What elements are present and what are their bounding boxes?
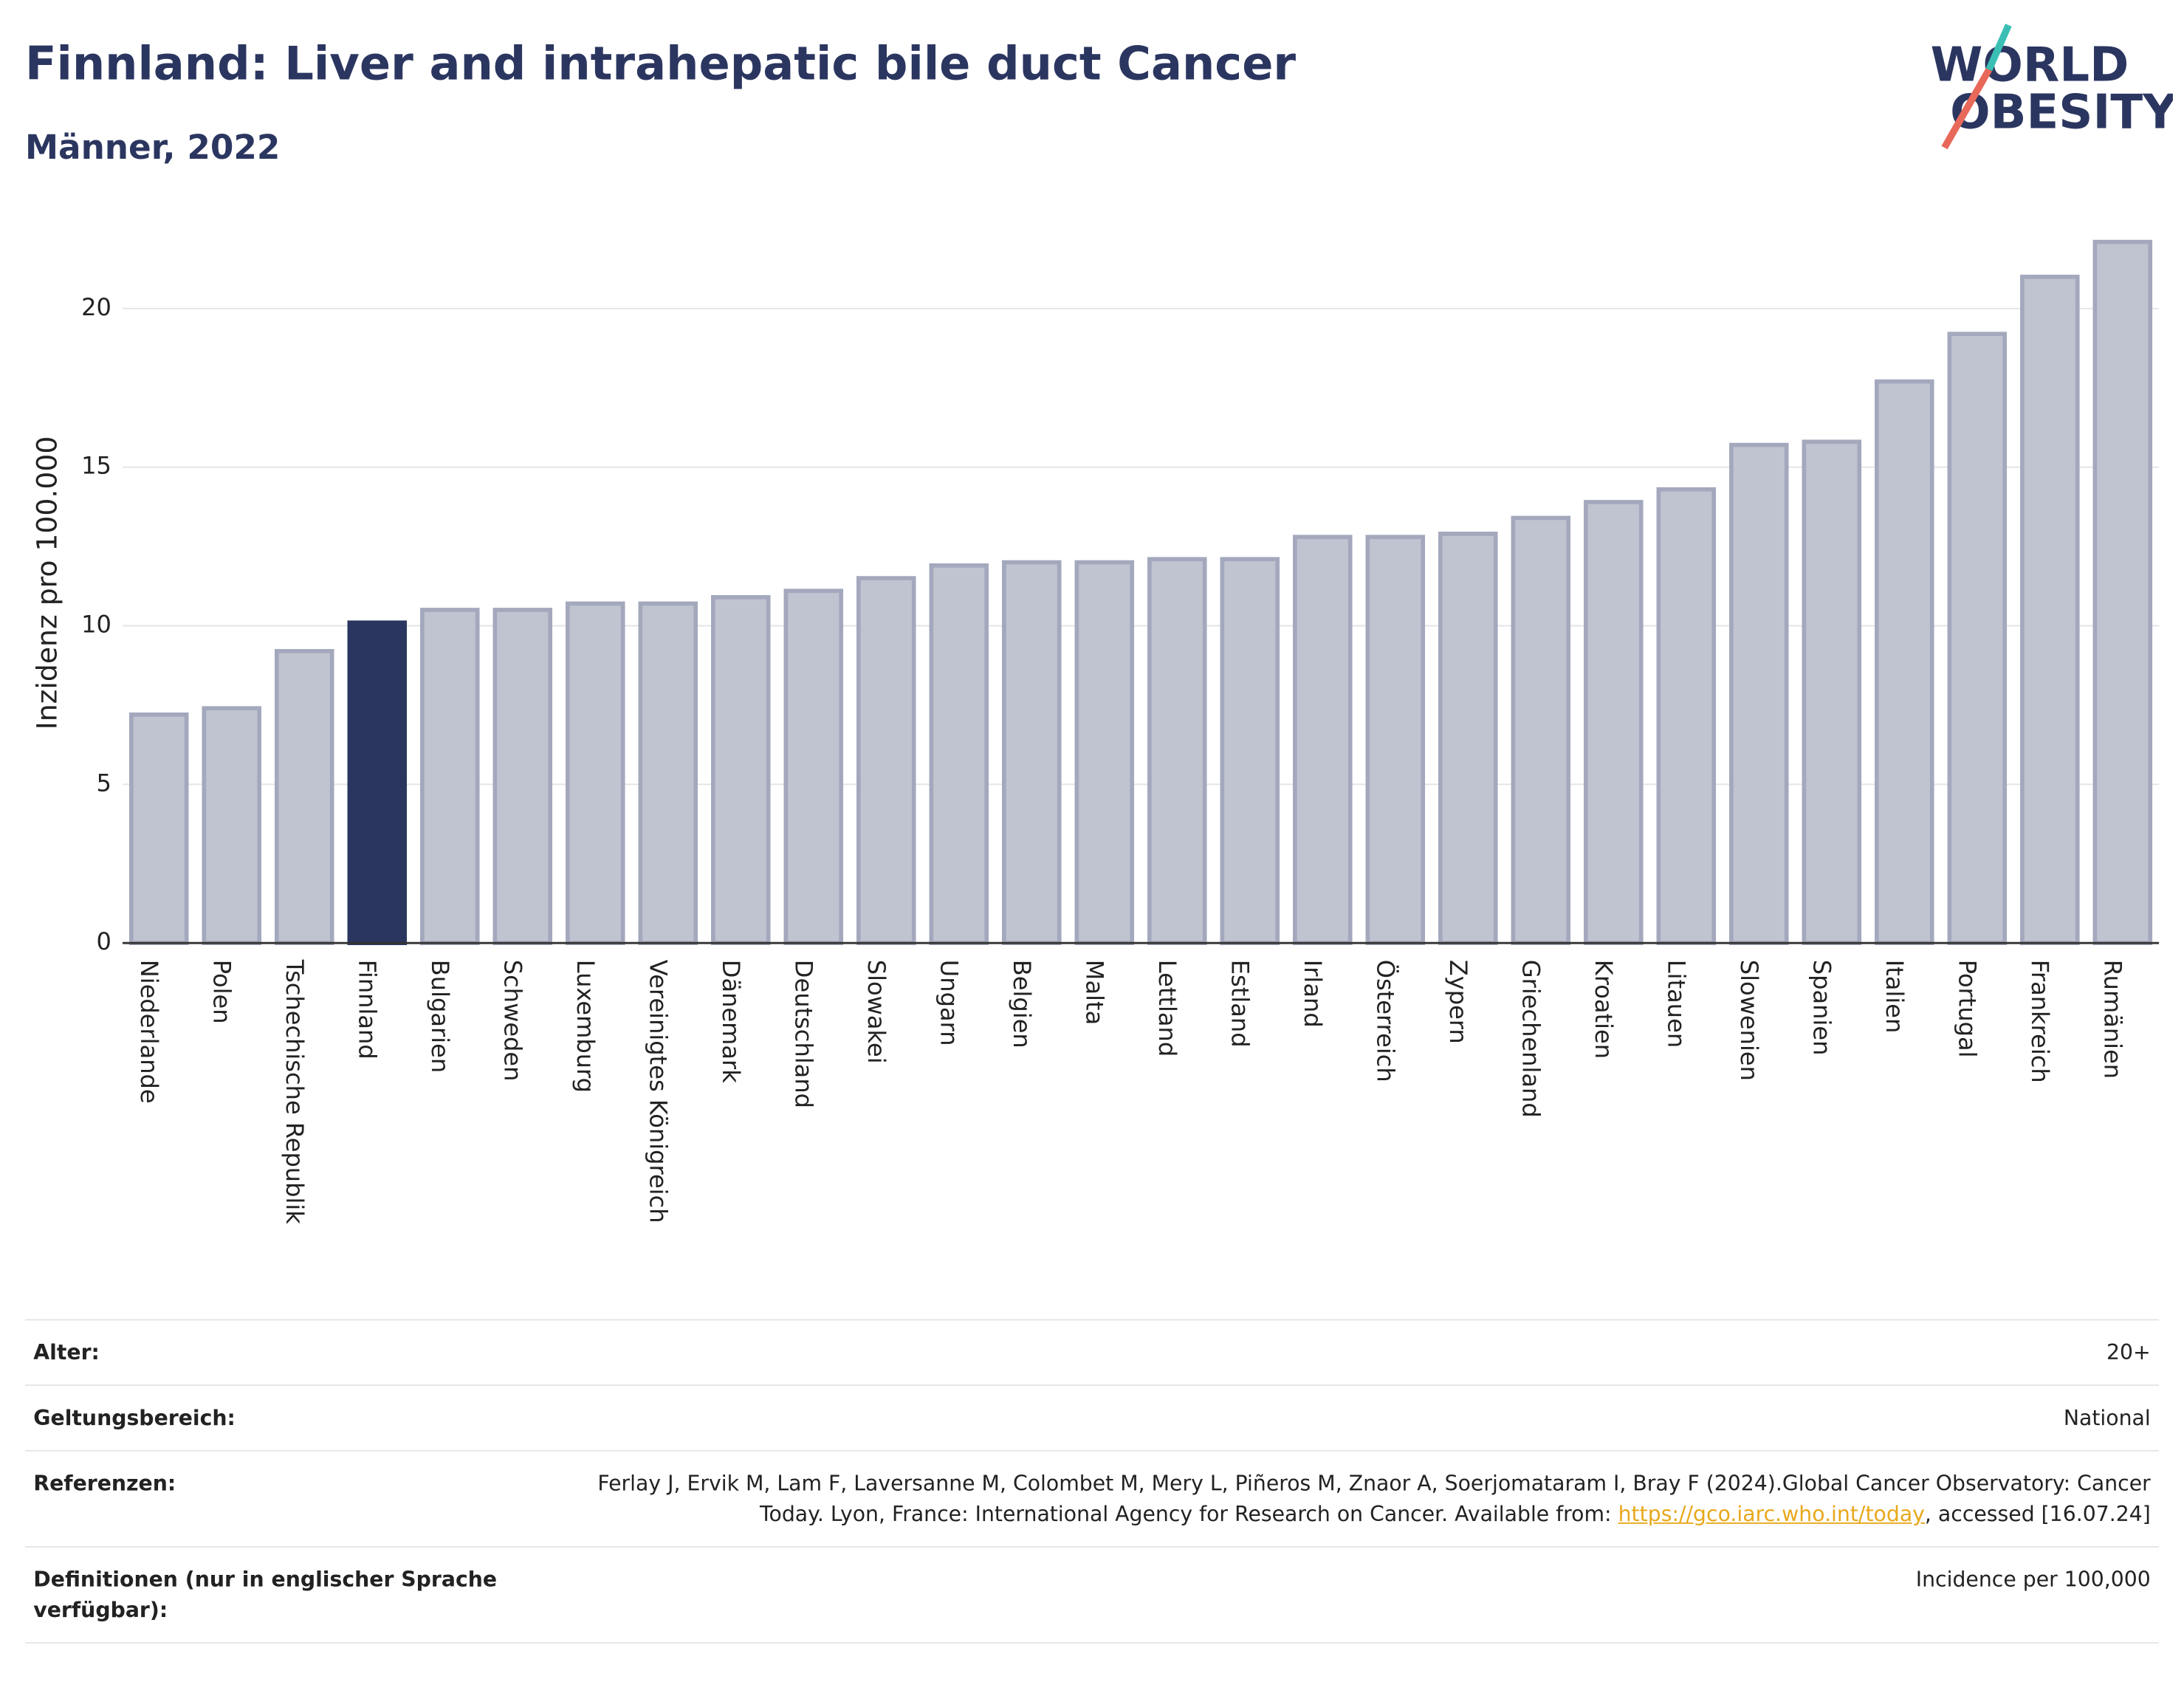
bar <box>1220 557 1280 945</box>
x-tick-label: Deutschland <box>790 960 818 1108</box>
y-tick-label: 5 <box>97 769 111 797</box>
x-tick-label: Tschechische Republik <box>281 959 309 1224</box>
bar <box>1365 535 1426 945</box>
info-value: Incidence per 100,000 <box>1915 1567 2151 1593</box>
logo: WORLD OBESITY <box>1931 24 2173 150</box>
x-tick-label: Polen <box>208 960 236 1024</box>
bar <box>2020 275 2080 945</box>
y-tick-label: 15 <box>81 452 111 480</box>
bar <box>202 706 262 945</box>
bar <box>1947 332 2008 945</box>
bar <box>1656 487 1717 945</box>
x-tick-label: Luxemburg <box>571 960 600 1093</box>
bar <box>1147 557 1207 945</box>
logo-slash <box>1985 24 2012 72</box>
bar <box>929 563 989 945</box>
x-tick-label: Zypern <box>1444 960 1472 1044</box>
info-row: Definitionen (nur in englischer Sprache … <box>24 1546 2160 1644</box>
info-value: Ferlay J, Ervik M, Lam F, Laversanne M, … <box>591 1468 2151 1529</box>
info-row: Geltungsbereich: National <box>24 1384 2160 1450</box>
x-tick-label: Lettland <box>1153 960 1181 1057</box>
info-row: Referenzen: Ferlay J, Ervik M, Lam F, Lav… <box>24 1449 2160 1546</box>
info-row: Alter: 20+ <box>24 1319 2160 1385</box>
reference-link[interactable]: https://gco.iarc.who.int/today <box>1618 1501 1925 1527</box>
y-tick-label: 10 <box>81 611 111 639</box>
x-tick-label: Bulgarien <box>426 960 454 1073</box>
info-value: 20+ <box>2106 1339 2151 1365</box>
x-tick-label: Ungarn <box>935 960 964 1046</box>
bar <box>2092 239 2153 945</box>
x-tick-label: Frankreich <box>2026 960 2054 1083</box>
bar <box>1074 560 1135 945</box>
bar <box>420 608 480 945</box>
y-tick-label: 0 <box>97 927 111 955</box>
bar <box>492 608 553 945</box>
x-tick-label: Finnland <box>354 960 382 1060</box>
logo-word: WORLD <box>1931 37 2129 92</box>
bar <box>783 588 844 945</box>
x-tick-label: Belgien <box>1008 960 1036 1048</box>
y-axis-label: Inzidenz pro 100.000 <box>31 436 63 730</box>
logo-word: OBESITY <box>1950 85 2173 140</box>
x-tick-label: Vereinigtes Königreich <box>645 960 673 1223</box>
x-tick-label: Estland <box>1226 960 1254 1048</box>
bar <box>1584 500 1644 945</box>
x-tick-label: Irland <box>1299 960 1327 1028</box>
chart: Inzidenz pro 100.000 0 5 10 15 20 Niederlande P… <box>31 239 2160 1224</box>
x-tick-label: Dänemark <box>717 960 745 1083</box>
x-tick-label: Portugal <box>1954 960 1982 1058</box>
subtitle: Männer, 2022 <box>24 128 281 168</box>
x-tick-label: Slowakei <box>862 960 890 1064</box>
x-tick-label: Österreich <box>1372 960 1400 1082</box>
x-tick-label: Slowenien <box>1735 960 1763 1081</box>
bar <box>1002 560 1062 945</box>
x-tick-label: Malta <box>1081 960 1109 1025</box>
bar <box>1802 439 1862 945</box>
x-tick-label: Niederlande <box>135 960 163 1104</box>
bar <box>347 620 408 945</box>
reference-text: , accessed [16.07.24] <box>1924 1501 2151 1527</box>
bar <box>1293 535 1353 945</box>
x-tick-label: Griechenland <box>1517 960 1545 1118</box>
x-tick-label: Rumänien <box>2099 960 2127 1079</box>
info-value: National <box>2063 1405 2151 1431</box>
x-tick-label: Kroatien <box>1590 960 1618 1059</box>
bar <box>1438 532 1498 945</box>
x-tick-label: Spanien <box>1808 960 1836 1056</box>
title: Finnland: Liver and intrahepatic bile du… <box>24 36 1297 91</box>
bar <box>1729 442 1789 945</box>
bar <box>856 576 916 945</box>
reference-text: Ferlay J, Ervik M, Lam F, Laversanne M, … <box>597 1471 2151 1527</box>
bar <box>638 601 698 945</box>
x-tick-label: Italien <box>1881 960 1909 1034</box>
info-label: Alter: <box>33 1339 100 1365</box>
bar <box>275 649 334 945</box>
logo-slash <box>1941 67 1993 150</box>
info-label: Geltungsbereich: <box>33 1405 236 1431</box>
bar <box>566 601 625 945</box>
info-label: Referenzen: <box>33 1471 176 1497</box>
bar <box>711 595 771 945</box>
x-tick-label: Schweden <box>499 960 527 1082</box>
bar <box>1511 515 1571 945</box>
info-table: Alter: 20+ Geltungsbereich: National Refer… <box>24 1319 2160 1644</box>
x-tick-label: Litauen <box>1663 960 1691 1048</box>
bar <box>1875 379 1934 945</box>
info-label: Definitionen (nur in englischer Sprache … <box>33 1567 498 1623</box>
y-tick-label: 20 <box>81 293 111 321</box>
bar <box>129 712 189 945</box>
